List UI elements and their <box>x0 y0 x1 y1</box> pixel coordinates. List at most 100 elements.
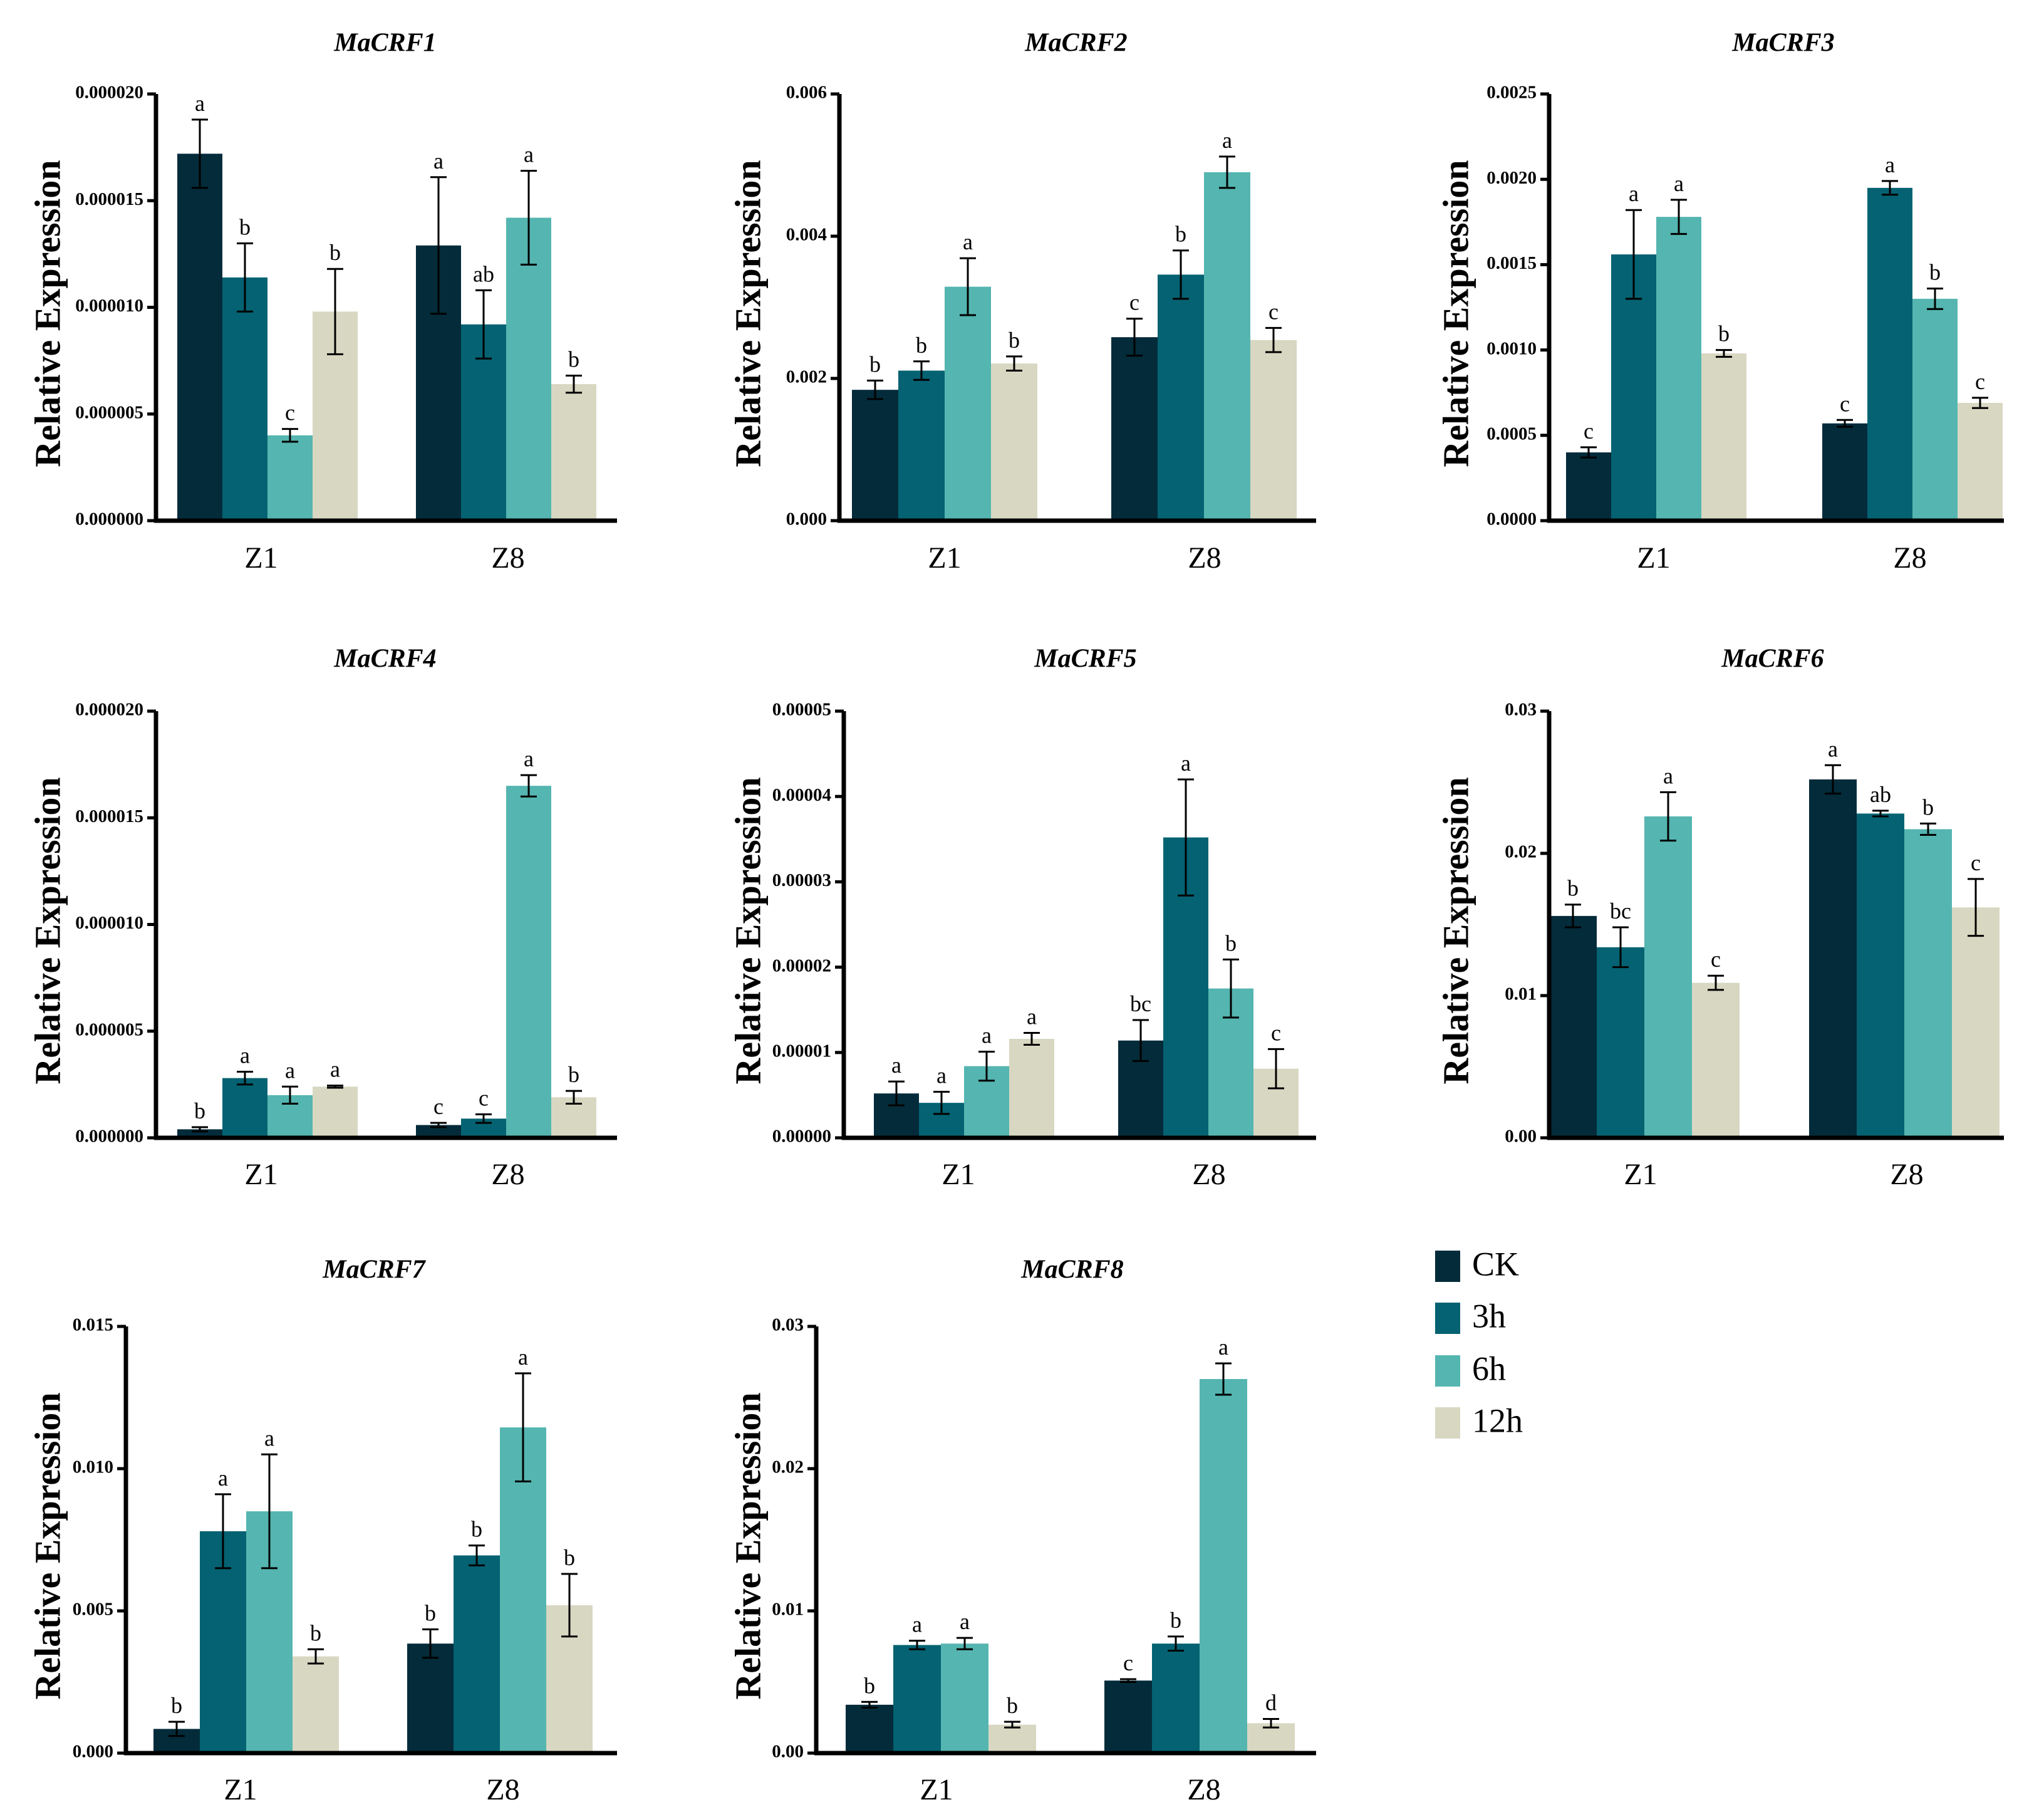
significance-letter: b <box>194 1098 205 1123</box>
significance-letter: c <box>479 1086 489 1111</box>
x-category-label: Z1 <box>224 1773 257 1806</box>
bar-CK-Z1 <box>1566 452 1611 521</box>
significance-letter: b <box>329 240 341 265</box>
significance-letter: c <box>285 400 295 425</box>
bar-6h-Z8 <box>1204 172 1250 521</box>
chart-title: MaCRF8 <box>1020 1256 1123 1284</box>
y-tick-label: 0.0020 <box>1486 168 1537 188</box>
x-category-label: Z1 <box>928 541 961 575</box>
y-tick-label: 0.00003 <box>772 870 831 890</box>
y-tick-label: 0.000005 <box>75 402 143 422</box>
bar-CK-Z8 <box>1104 1680 1152 1753</box>
bar-3h-Z1 <box>893 1645 941 1753</box>
significance-letter: ab <box>1870 782 1891 807</box>
y-tick-label: 0.01 <box>1505 984 1537 1004</box>
chart-title: MaCRF7 <box>322 1256 426 1284</box>
bar-CK-Z8 <box>1809 779 1857 1138</box>
chart-panel-7: MaCRF7 Relative Expression b b a b a a b b 0.000 0.… <box>27 1256 617 1806</box>
y-tick-label: 0.000 <box>73 1742 113 1762</box>
legend-label-6h: 6h <box>1472 1350 1506 1387</box>
y-tick-label: 0.015 <box>73 1315 113 1335</box>
y-tick-label: 0.000005 <box>75 1019 143 1039</box>
chart-panel-3: MaCRF3 Relative Expression c c a a a b b c 0.0000 0… <box>1435 29 2004 575</box>
bar-6h-Z8 <box>506 217 551 521</box>
significance-letter: a <box>1828 736 1838 761</box>
bar-6h-Z1 <box>945 286 991 521</box>
significance-letter: a <box>1674 171 1684 196</box>
significance-letter: b <box>171 1693 182 1718</box>
chart-panel-5: MaCRF5 Relative Expression a bc a a a b a c 0.0000… <box>727 645 1316 1191</box>
y-tick-label: 0.002 <box>786 367 827 387</box>
chart-title: MaCRF4 <box>333 645 436 674</box>
chart-panel-8: MaCRF8 Relative Expression b c a b a a b d 0.00 0.0… <box>727 1256 1316 1806</box>
significance-letter: a <box>240 1043 250 1068</box>
significance-letter: c <box>1975 369 1985 394</box>
significance-letter: b <box>1009 328 1020 353</box>
bar-6h-Z8 <box>1912 298 1958 521</box>
significance-letter: a <box>963 229 973 254</box>
bar-CK-Z8 <box>416 1125 461 1138</box>
bar-12h-Z8 <box>551 384 596 521</box>
bar-CK-Z8 <box>1822 423 1867 521</box>
bar-3h-Z8 <box>1867 187 1912 521</box>
chart-title: MaCRF6 <box>1721 645 1824 674</box>
y-tick-label: 0.00000 <box>772 1127 831 1147</box>
y-tick-label: 0.006 <box>786 83 827 103</box>
significance-letter: a <box>1181 751 1191 776</box>
y-tick-label: 0.000020 <box>75 83 143 103</box>
significance-letter: b <box>869 351 881 377</box>
significance-letter: c <box>1840 391 1850 416</box>
y-tick-label: 0.0010 <box>1486 338 1537 358</box>
x-category-label: Z1 <box>1637 541 1670 575</box>
x-category-label: Z1 <box>244 541 278 575</box>
significance-letter: a <box>1027 1004 1037 1029</box>
significance-letter: a <box>982 1023 992 1048</box>
significance-letter: b <box>239 214 251 239</box>
significance-letter: c <box>1584 419 1594 444</box>
y-axis-label: Relative Expression <box>1435 160 1476 467</box>
bar-3h-Z8 <box>454 1555 500 1753</box>
bar-12h-Z1 <box>1009 1039 1054 1138</box>
y-tick-label: 0.00001 <box>772 1041 831 1061</box>
significance-letter: b <box>1007 1693 1018 1718</box>
y-tick-label: 0.000010 <box>75 296 143 316</box>
y-tick-label: 0.000020 <box>75 700 143 720</box>
legend-label-3h: 3h <box>1472 1297 1506 1335</box>
chart-title: MaCRF3 <box>1731 29 1834 58</box>
y-tick-label: 0.000000 <box>75 1127 143 1147</box>
y-tick-label: 0.01 <box>772 1600 804 1620</box>
significance-letter: a <box>1663 763 1673 788</box>
significance-letter: b <box>916 333 927 358</box>
bar-12h-Z1 <box>313 1086 358 1138</box>
legend-swatch-CK <box>1435 1251 1460 1282</box>
bar-12h-Z8 <box>1952 907 2000 1138</box>
y-axis-label: Relative Expression <box>727 777 768 1084</box>
y-tick-label: 0.000000 <box>75 509 143 529</box>
x-category-label: Z8 <box>491 541 524 575</box>
bar-3h-Z1 <box>222 1078 267 1138</box>
bar-6h-Z8 <box>1200 1378 1247 1753</box>
bar-CK-Z1 <box>846 1704 893 1753</box>
x-category-label: Z8 <box>486 1773 519 1806</box>
bar-6h-Z8 <box>506 786 551 1138</box>
chart-title: MaCRF5 <box>1034 645 1136 674</box>
significance-letter: a <box>1629 181 1639 206</box>
y-tick-label: 0.0015 <box>1486 253 1537 273</box>
bar-12h-Z1 <box>988 1724 1036 1753</box>
x-category-label: Z1 <box>942 1158 975 1191</box>
significance-letter: a <box>912 1612 922 1637</box>
legend-label-12h: 12h <box>1472 1402 1523 1439</box>
chart-panel-4: MaCRF4 Relative Expression b c a c a a a b 0.00000… <box>27 645 617 1191</box>
significance-letter: b <box>1718 321 1730 346</box>
x-category-label: Z8 <box>1187 1773 1220 1806</box>
chart-title: MaCRF1 <box>333 29 436 58</box>
significance-letter: b <box>1175 222 1186 247</box>
bar-6h-Z1 <box>1644 816 1692 1138</box>
significance-letter: b <box>1170 1608 1181 1633</box>
significance-letter: a <box>936 1063 947 1088</box>
y-axis-label: Relative Expression <box>27 1392 68 1699</box>
significance-letter: a <box>960 1609 970 1634</box>
significance-letter: a <box>285 1058 295 1083</box>
